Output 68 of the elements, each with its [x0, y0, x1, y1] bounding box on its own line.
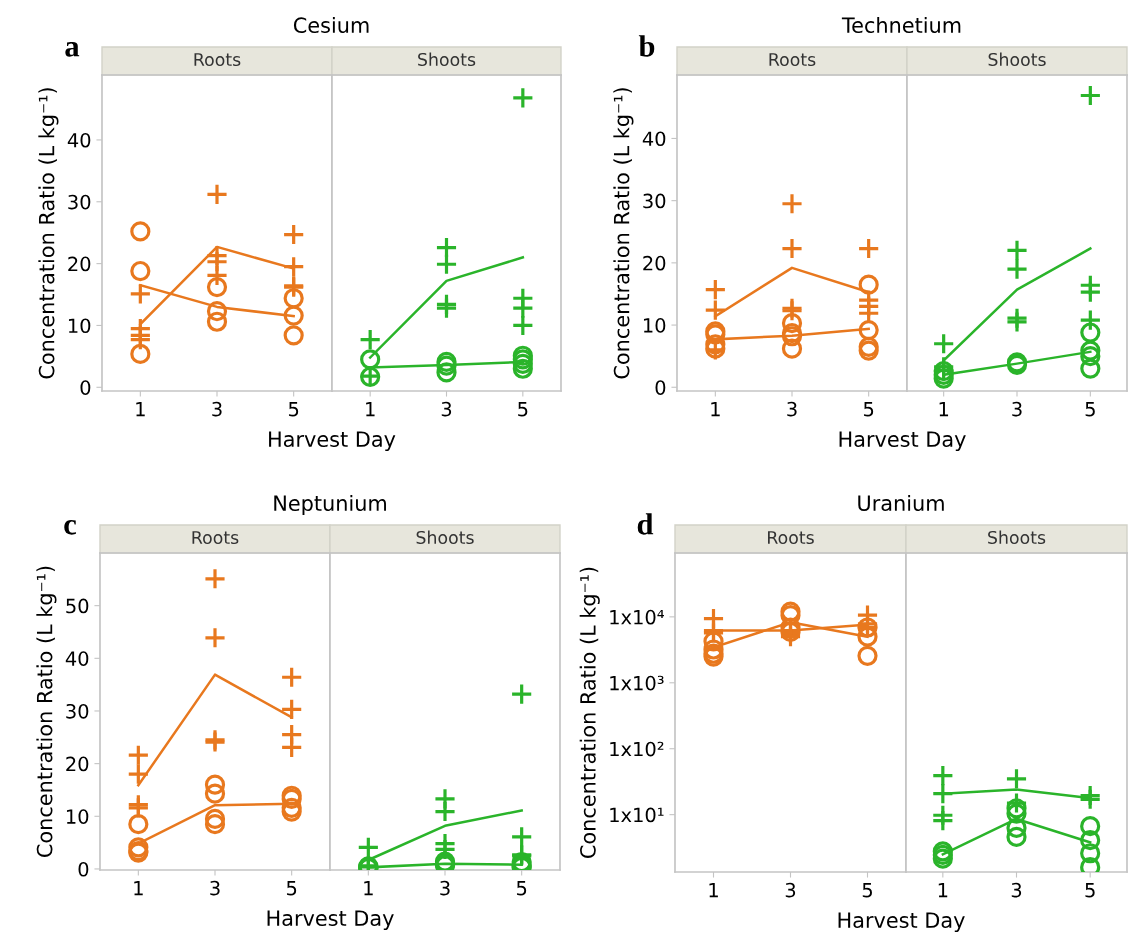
x-tick-label: 3 [787, 401, 797, 417]
x-tick-label: 3 [212, 401, 222, 417]
y-tick-label: 40 [65, 651, 89, 666]
chart-title: Cesium [293, 16, 369, 34]
y-tick-label: 0 [80, 380, 91, 395]
y-axis-title: Concentration Ratio (L kg⁻¹) [36, 566, 57, 857]
y-tick-label: 10 [68, 318, 91, 334]
y-tick-label: 20 [68, 256, 91, 272]
x-tick-label: 3 [1011, 882, 1022, 898]
y-tick-label: 1x10² [610, 741, 664, 757]
y-tick-label: 50 [66, 598, 89, 614]
text: a [65, 42, 80, 57]
x-tick-label: 5 [288, 402, 299, 417]
y-tick-label: 1x10⁴ [610, 609, 664, 625]
chart-subtitle: Roots [192, 531, 239, 545]
chart-subtitle: Roots [769, 53, 816, 67]
chart-subtitle: Roots [768, 531, 814, 545]
x-tick-label: 5 [1085, 883, 1095, 898]
x-tick-label: 1 [134, 881, 143, 896]
y-tick-label: 30 [643, 193, 666, 209]
x-axis-title: Harvest Day [267, 910, 394, 931]
x-tick-label: 1 [366, 402, 375, 417]
x-tick-label: 1 [711, 402, 720, 417]
x-tick-label: 3 [785, 882, 796, 898]
chart-subtitle: Shoots [988, 530, 1046, 545]
y-tick-label: 10 [66, 809, 89, 824]
chart-subtitle: Roots [194, 53, 241, 67]
x-tick-label: 3 [441, 401, 452, 417]
chart-title: Technetium [841, 16, 961, 34]
x-tick-label: 3 [440, 880, 450, 896]
y-tick-label: 0 [655, 380, 666, 395]
text: b [638, 35, 655, 57]
x-tick-label: 5 [516, 881, 527, 896]
x-tick-label: 1 [136, 402, 145, 417]
y-tick-label: 0 [78, 861, 89, 877]
x-axis-title: Harvest Day [838, 912, 965, 933]
y-tick-label: 1x10³ [610, 675, 664, 691]
x-tick-label: 5 [518, 402, 528, 417]
x-tick-label: 3 [1012, 401, 1022, 417]
chart-title: Neptunium [274, 494, 386, 516]
x-tick-label: 5 [863, 402, 874, 417]
x-tick-label: 1 [364, 881, 373, 896]
x-tick-label: 5 [286, 881, 297, 896]
y-axis-title: Concentration Ratio (L kg⁻¹) [579, 567, 600, 858]
y-axis-title: Concentration Ratio (L kg⁻¹) [38, 88, 59, 379]
chart-title: Uranium [858, 494, 944, 512]
y-tick-label: 1x10¹ [610, 807, 664, 823]
x-tick-label: 1 [939, 402, 949, 417]
y-tick-label: 40 [67, 132, 91, 148]
y-tick-label: 10 [643, 318, 666, 333]
y-tick-label: 40 [642, 131, 666, 147]
x-axis-title: Harvest Day [269, 431, 396, 452]
chart-subtitle: Shoots [416, 530, 474, 545]
y-tick-label: 20 [66, 756, 89, 772]
x-tick-label: 5 [1085, 402, 1095, 417]
chart-subtitle: Shoots [418, 52, 476, 67]
x-tick-label: 5 [862, 883, 872, 898]
y-tick-label: 30 [68, 194, 91, 210]
text: d [637, 513, 654, 535]
x-tick-label: 1 [709, 883, 718, 898]
chart-subtitle: Shoots [988, 52, 1046, 67]
text: c [64, 519, 77, 535]
x-axis-title: Harvest Day [839, 431, 966, 452]
y-tick-label: 20 [643, 255, 666, 271]
y-tick-label: 30 [66, 703, 89, 719]
x-tick-label: 3 [210, 880, 220, 896]
y-axis-title: Concentration Ratio (L kg⁻¹) [613, 88, 634, 379]
x-tick-label: 1 [938, 883, 948, 898]
